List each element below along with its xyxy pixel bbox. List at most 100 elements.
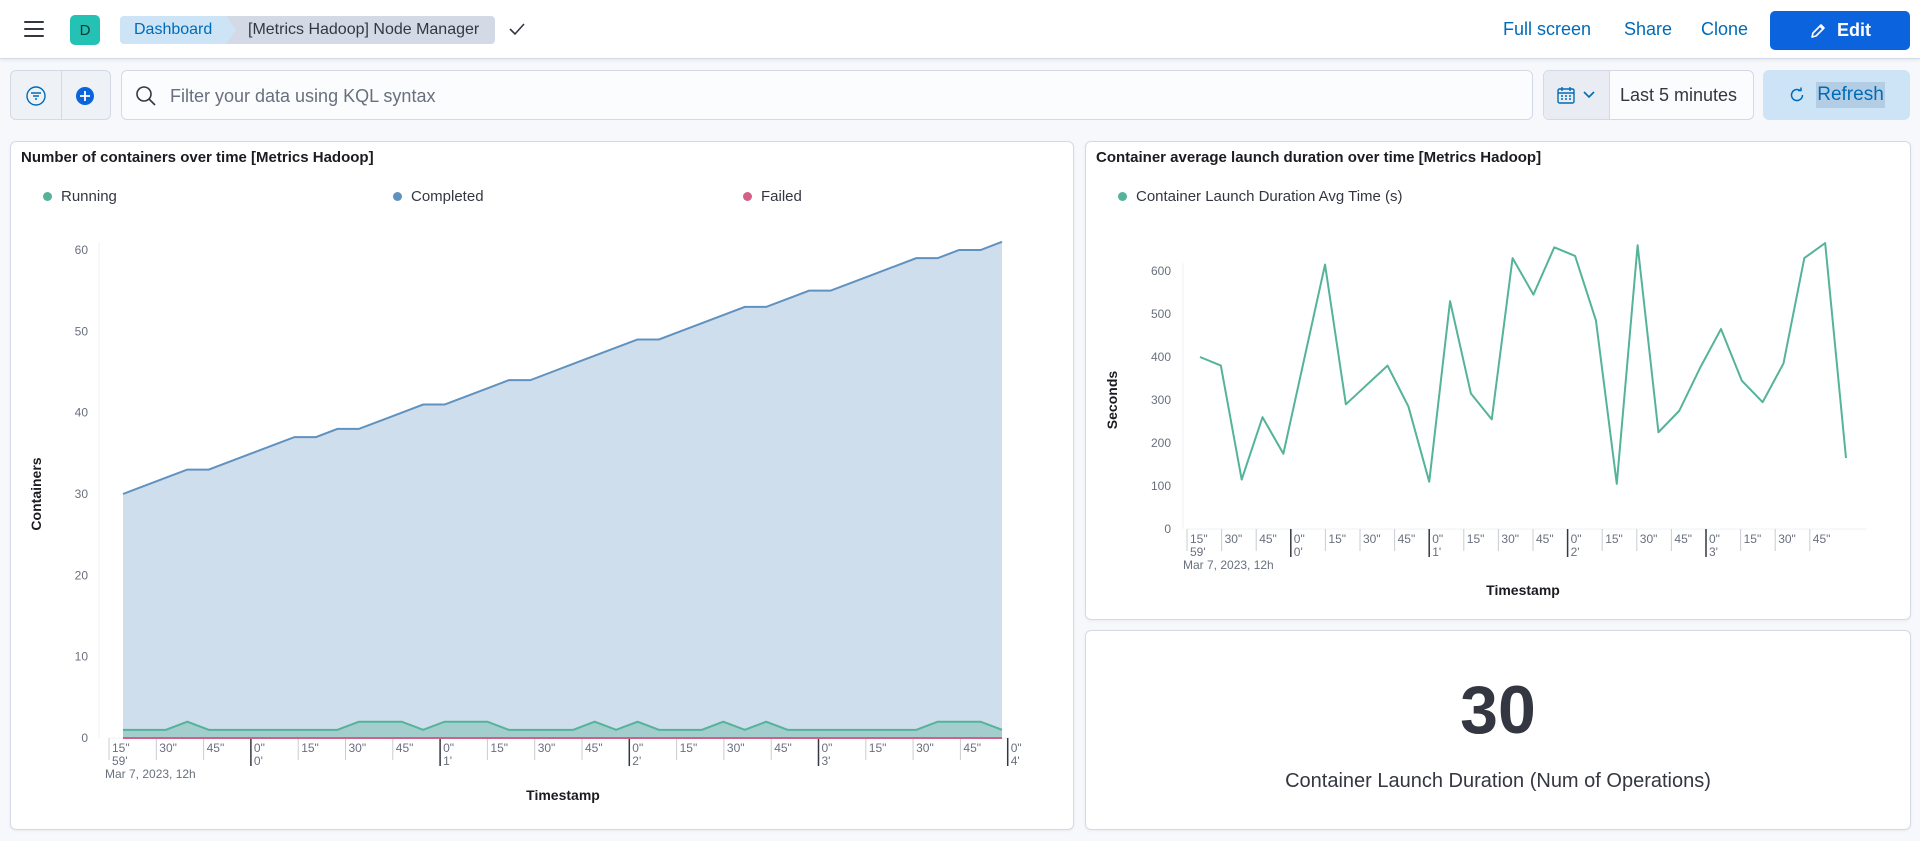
share-link[interactable]: Share [1624, 19, 1673, 39]
x-date-label: Mar 7, 2023, 12h [1183, 558, 1274, 572]
legend-swatch [743, 192, 752, 201]
x-tick-label: 45" [1398, 532, 1416, 546]
x-tick-label: 0" [1571, 532, 1582, 546]
x-tick-label: 15" [112, 741, 130, 755]
legend-label: Container Launch Duration Avg Time (s) [1136, 188, 1403, 205]
x-tick-label: 30" [727, 741, 745, 755]
legend-completed[interactable]: Completed [393, 188, 484, 205]
legend-label: Failed [761, 188, 802, 205]
x-tick-label: 30" [1225, 532, 1243, 546]
legend-swatch [1118, 192, 1127, 201]
x-tick-label: 30" [349, 741, 367, 755]
x-tick-label: 0" [1011, 741, 1022, 755]
refresh-label: Refresh [1816, 82, 1885, 108]
x-tick-label: 45" [1259, 532, 1277, 546]
calendar-icon [1557, 87, 1575, 104]
search-input[interactable] [170, 81, 1510, 111]
y-tick-label: 60 [75, 243, 89, 257]
x-tick-label: 15" [1190, 532, 1208, 546]
search-icon [136, 86, 156, 106]
x-tick-sublabel: 1' [443, 754, 452, 768]
legend-label: Running [61, 188, 117, 205]
x-tick-sublabel: 0' [1294, 545, 1303, 559]
running-line [123, 720, 1003, 731]
y-tick-label: 0 [81, 731, 88, 745]
y-tick-label: 600 [1151, 264, 1171, 278]
x-tick-label: 45" [396, 741, 414, 755]
menu-icon[interactable] [22, 18, 46, 40]
x-tick-sublabel: 0' [254, 754, 263, 768]
x-tick-label: 30" [1640, 532, 1658, 546]
filter-icon[interactable] [25, 85, 47, 107]
refresh-button[interactable]: Refresh [1763, 70, 1910, 120]
launch-duration-panel: Container average launch duration over t… [1085, 141, 1911, 620]
x-tick-label: 15" [1328, 532, 1346, 546]
x-tick-label: 15" [869, 741, 887, 755]
x-axis-title: Timestamp [1486, 582, 1560, 598]
x-tick-label: 15" [301, 741, 319, 755]
check-icon[interactable] [508, 20, 526, 38]
x-tick-sublabel: 4' [1011, 754, 1020, 768]
x-tick-label: 15" [680, 741, 698, 755]
x-tick-sublabel: 1' [1432, 545, 1441, 559]
x-date-label: Mar 7, 2023, 12h [105, 767, 196, 781]
x-tick-label: 30" [1778, 532, 1796, 546]
edit-button[interactable]: Edit [1770, 11, 1910, 50]
containers-over-time-panel: Number of containers over time [Metrics … [10, 141, 1074, 830]
space-avatar[interactable]: D [70, 15, 100, 45]
legend-swatch [393, 192, 402, 201]
legend-launch-duration[interactable]: Container Launch Duration Avg Time (s) [1118, 188, 1403, 205]
y-tick-label: 50 [75, 324, 89, 338]
x-tick-label: 30" [1501, 532, 1519, 546]
x-tick-label: 0" [822, 741, 833, 755]
y-tick-label: 300 [1151, 393, 1171, 407]
refresh-icon [1791, 87, 1804, 102]
x-tick-sublabel: 59' [1190, 545, 1206, 559]
x-tick-sublabel: 3' [822, 754, 831, 768]
x-tick-label: 30" [538, 741, 556, 755]
x-tick-label: 0" [632, 741, 643, 755]
y-tick-label: 100 [1151, 479, 1171, 493]
x-tick-sublabel: 3' [1709, 545, 1718, 559]
launch-duration-line [1199, 242, 1847, 485]
filter-controls [10, 70, 111, 120]
x-tick-label: 45" [1674, 532, 1692, 546]
metric-panel: 30 Container Launch Duration (Num of Ope… [1085, 630, 1911, 830]
x-tick-label: 0" [254, 741, 265, 755]
x-tick-label: 15" [490, 741, 508, 755]
x-tick-sublabel: 59' [112, 754, 128, 768]
x-tick-label: 45" [963, 741, 981, 755]
x-tick-label: 15" [1605, 532, 1623, 546]
x-tick-label: 30" [159, 741, 177, 755]
y-axis-title: Seconds [1104, 371, 1120, 430]
top-header: D Dashboard [Metrics Hadoop] Node Manage… [0, 0, 1920, 59]
quick-select-button[interactable] [1544, 71, 1610, 119]
x-tick-label: 0" [443, 741, 454, 755]
pencil-icon [1811, 23, 1825, 38]
metric-label: Container Launch Duration (Num of Operat… [1285, 770, 1711, 792]
time-picker: Last 5 minutes [1543, 70, 1754, 120]
x-tick-label: 0" [1709, 532, 1720, 546]
y-tick-label: 400 [1151, 350, 1171, 364]
y-axis-title: Containers [28, 457, 44, 530]
x-tick-label: 0" [1432, 532, 1443, 546]
y-tick-label: 0 [1164, 522, 1171, 536]
panel-title: Number of containers over time [Metrics … [21, 149, 374, 166]
full-screen-link[interactable]: Full screen [1503, 19, 1592, 39]
time-range-label[interactable]: Last 5 minutes [1620, 85, 1738, 105]
clone-link[interactable]: Clone [1701, 19, 1749, 39]
breadcrumb-dashboard[interactable]: Dashboard [120, 16, 242, 44]
legend-running[interactable]: Running [43, 188, 117, 205]
legend-swatch [43, 192, 52, 201]
chevron-down-icon [1583, 91, 1595, 99]
completed-line [122, 240, 1003, 495]
add-filter-icon[interactable] [74, 85, 96, 107]
edit-button-label: Edit [1837, 20, 1871, 40]
x-tick-label: 45" [207, 741, 225, 755]
y-tick-label: 20 [75, 568, 89, 582]
breadcrumb-current-dashboard: [Metrics Hadoop] Node Manager [226, 16, 496, 44]
x-tick-label: 15" [1467, 532, 1485, 546]
legend-failed[interactable]: Failed [743, 188, 802, 205]
x-tick-label: 30" [916, 741, 934, 755]
